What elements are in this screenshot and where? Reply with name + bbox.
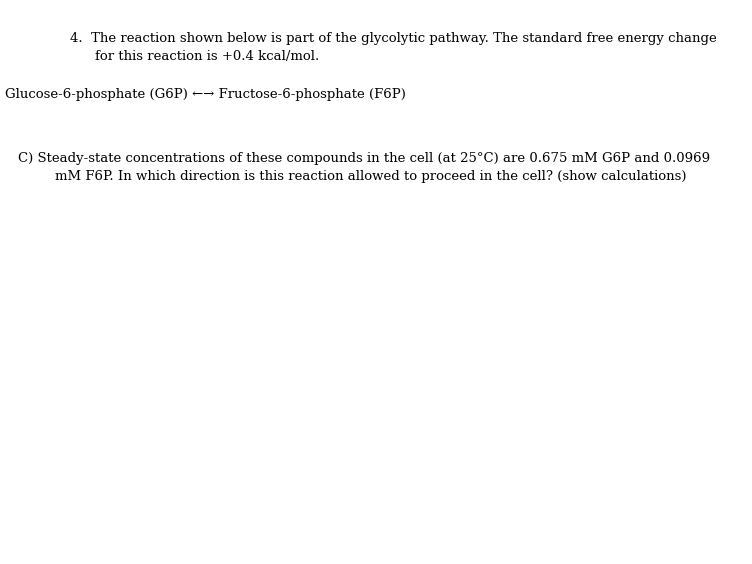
- Text: Glucose-6-phosphate (G6P) ←→ Fructose-6-phosphate (F6P): Glucose-6-phosphate (G6P) ←→ Fructose-6-…: [5, 88, 406, 101]
- Text: C) Steady-state concentrations of these compounds in the cell (at 25°C) are 0.67: C) Steady-state concentrations of these …: [18, 152, 710, 165]
- Text: 4.  The reaction shown below is part of the glycolytic pathway. The standard fre: 4. The reaction shown below is part of t…: [70, 32, 717, 45]
- Text: for this reaction is +0.4 kcal/mol.: for this reaction is +0.4 kcal/mol.: [95, 50, 320, 63]
- Text: mM F6P. In which direction is this reaction allowed to proceed in the cell? (sho: mM F6P. In which direction is this react…: [55, 170, 687, 183]
